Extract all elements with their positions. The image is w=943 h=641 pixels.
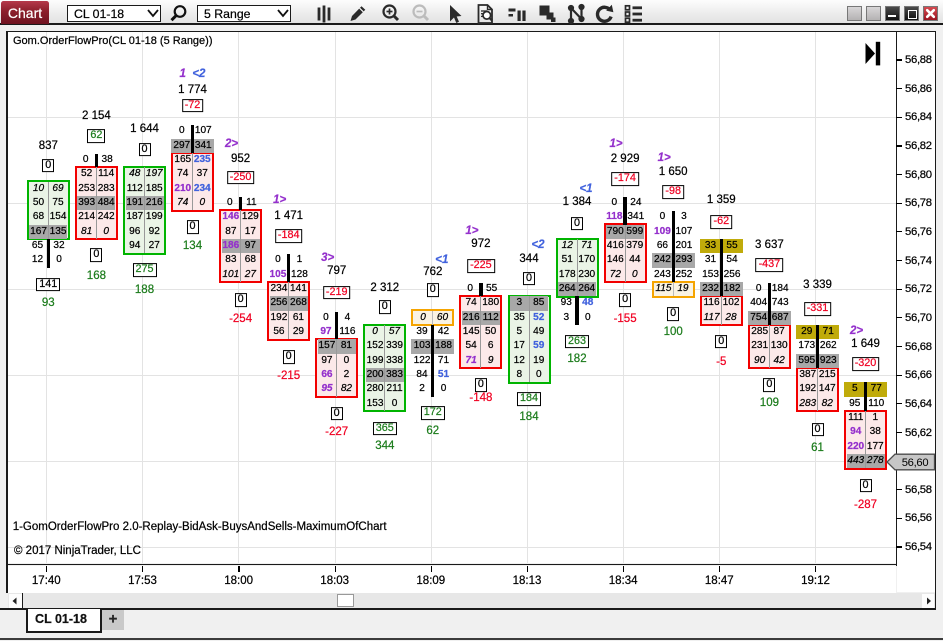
svg-text:56,60: 56,60 — [902, 457, 929, 469]
